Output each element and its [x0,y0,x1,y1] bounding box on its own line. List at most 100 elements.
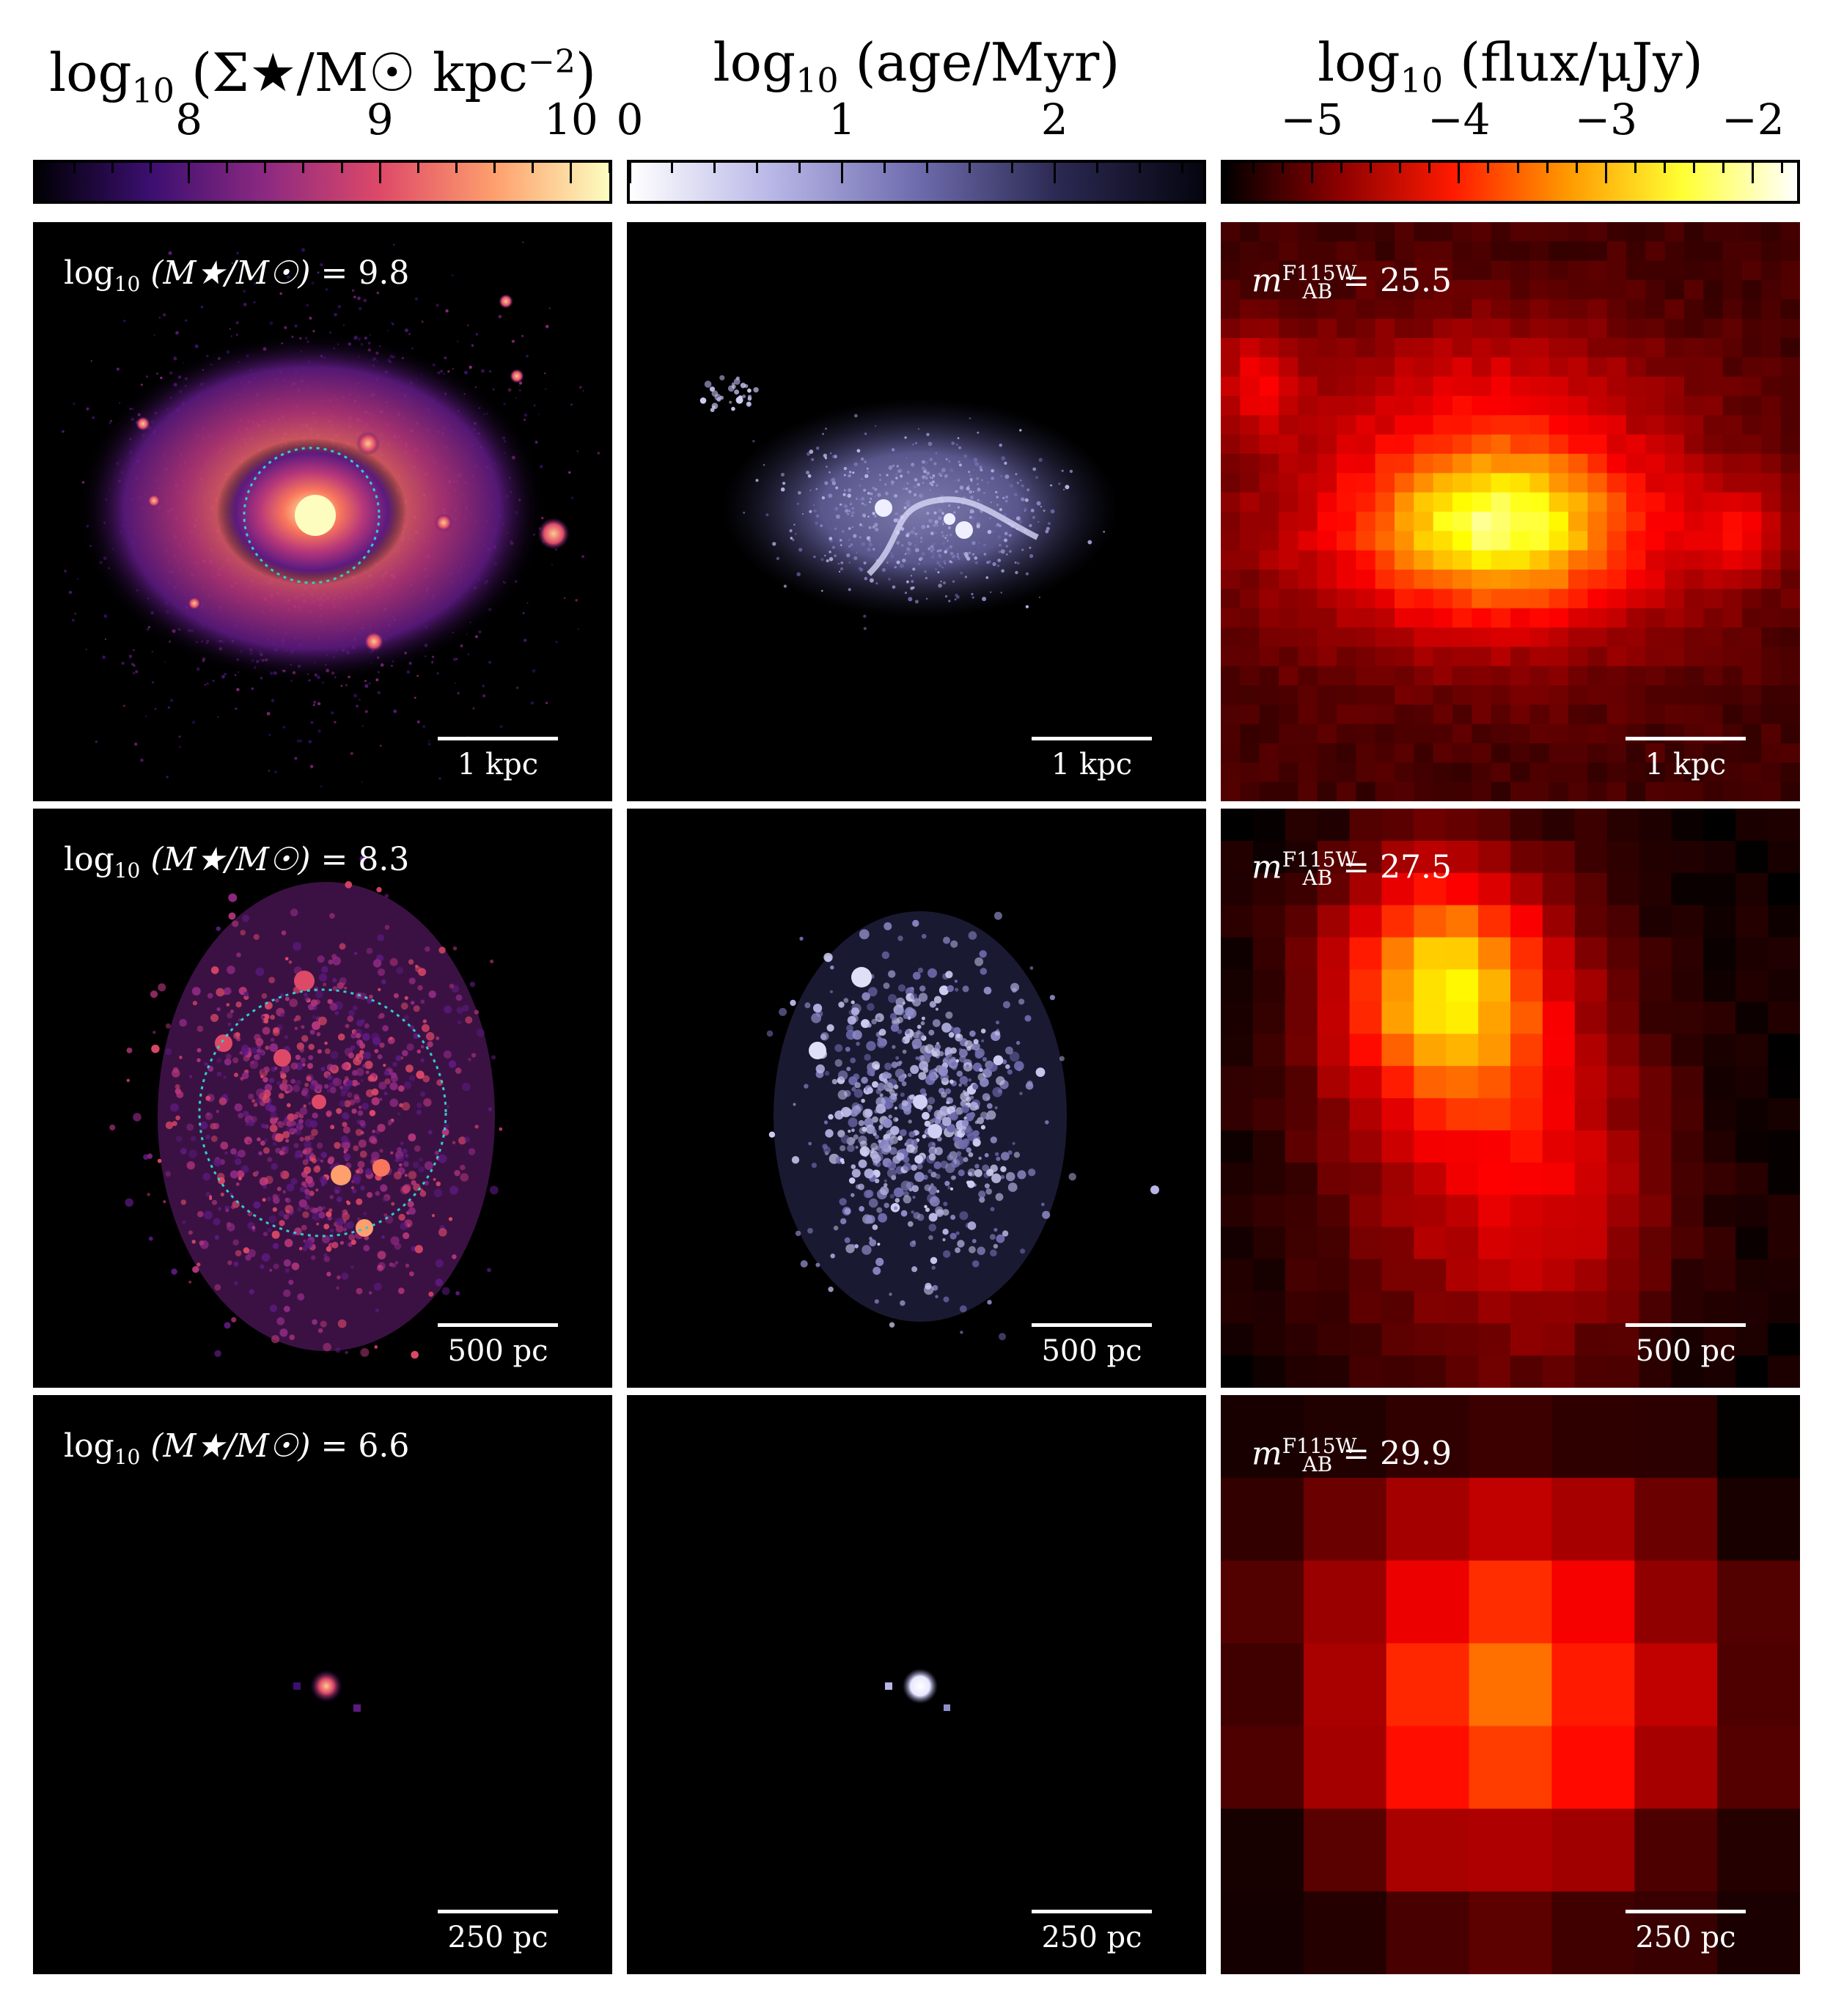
scale-bar-label-9: 250 pc [1635,1921,1736,1954]
scale-bar-label-5: 500 pc [1041,1334,1142,1368]
scale-bar-label-8: 250 pc [1041,1921,1142,1954]
colorbar-minor-tick [1180,163,1183,173]
panel-mass-density-row1: log10 (M★/M☉) = 9.8 1 kpc [33,222,612,801]
colorbar-major-tick [570,163,573,183]
colorbar-minor-tick [1370,163,1372,173]
colorbar-flux [1221,160,1800,204]
mass-density-image-3 [293,1670,361,1712]
colorbar-minor-tick [1095,163,1098,173]
stellar-mass-label-3: log10 (M★/M☉) = 6.6 [64,1427,410,1469]
colorbar-major-tick [1458,163,1461,183]
scale-bar-8 [1032,1910,1152,1913]
magnitude-label-2: mF115WAB = 27.5 [1252,847,1452,891]
colorbar-minor-tick [264,163,267,173]
colorbar-title-age: log10 (age/Myr) [713,32,1120,100]
colorbar-tick-label: −5 [1280,95,1344,144]
colorbar-tick-label: −4 [1428,95,1491,144]
mass-density-image-2 [109,856,503,1359]
colorbar-major-tick [1752,163,1755,183]
colorbar-minor-tick [1664,163,1667,173]
mass-density-image-1 [62,241,600,788]
colorbar-major-tick [841,163,844,183]
flux-image-3 [1221,1395,1800,1974]
age-image-3 [885,1669,950,1711]
colorbar-tick-label: 10 [543,95,598,144]
magnitude-label-1: mF115WAB = 25.5 [1252,261,1452,304]
scale-bar-label-1: 1 kpc [457,748,539,781]
colorbar-tick-label: 0 [616,95,644,144]
colorbar-major-tick [628,163,631,183]
colorbar-minor-tick [493,163,496,173]
scale-bar-label-3: 1 kpc [1645,748,1727,781]
age-image-1 [699,375,1118,630]
colorbar-minor-tick [455,163,458,173]
colorbar-minor-tick [1428,163,1431,173]
colorbar-tick-label: 1 [829,95,856,144]
panel-flux-row3: mF115WAB = 29.9 250 pc [1221,1395,1800,1974]
scale-bar-5 [1032,1323,1152,1327]
panel-age-row1: 1 kpc [627,222,1206,801]
colorbar-minor-tick [532,163,535,173]
scale-bar-label-4: 500 pc [447,1334,548,1368]
colorbar-tick-label: 8 [175,95,202,144]
colorbar-minor-tick [1222,163,1225,173]
panel-mass-density-row3: log10 (M★/M☉) = 6.6 250 pc [33,1395,612,1974]
colorbar-minor-tick [1399,163,1402,173]
panel-mass-density-row2: log10 (M★/M☉) = 8.3 500 pc [33,809,612,1388]
colorbar-minor-tick [1781,163,1784,173]
panel-age-row2: 500 pc [627,809,1206,1388]
scale-bar-6 [1626,1323,1746,1327]
age-image-2 [766,911,1159,1341]
stellar-mass-label-1: log10 (M★/M☉) = 9.8 [64,254,410,296]
scale-bar-2 [1032,737,1152,740]
colorbar-minor-tick [149,163,152,173]
colorbar-minor-tick [671,163,674,173]
colorbar-minor-tick [34,163,37,173]
colorbar-minor-tick [340,163,343,173]
colorbar-tick-label: −3 [1574,95,1638,144]
colorbar-minor-tick [884,163,886,173]
colorbar-major-tick [1053,163,1056,183]
scale-bar-label-2: 1 kpc [1051,748,1133,781]
colorbar-minor-tick [1138,163,1141,173]
scale-bar-7 [438,1910,558,1913]
colorbar-title-surface-density: log10 (Σ★/M☉ kpc−2) [49,42,596,111]
stellar-mass-label-2: log10 (M★/M☉) = 8.3 [64,841,410,883]
scale-bar-1 [438,737,558,740]
scale-bar-3 [1626,737,1746,740]
colorbar-age [627,160,1206,204]
colorbar-tick-label: −2 [1722,95,1785,144]
colorbar-minor-tick [1546,163,1549,173]
panel-flux-row2: mF115WAB = 27.5 500 pc [1221,809,1800,1388]
colorbar-tick-label: 2 [1040,95,1068,144]
colorbar-major-tick [1310,163,1313,183]
colorbar-surface-density [33,160,612,204]
scale-bar-label-6: 500 pc [1635,1334,1736,1368]
colorbar-minor-tick [1487,163,1490,173]
colorbar-minor-tick [608,163,611,173]
colorbar-minor-tick [756,163,759,173]
colorbar-tick-label: 9 [366,95,394,144]
colorbar-major-tick [188,163,191,183]
colorbar-minor-tick [1575,163,1578,173]
colorbar-minor-tick [925,163,928,173]
scale-bar-label-7: 250 pc [447,1921,548,1954]
colorbar-minor-tick [73,163,76,173]
colorbar-minor-tick [1693,163,1696,173]
aperture-circle-2 [198,988,447,1237]
colorbar-minor-tick [226,163,229,173]
colorbar-major-tick [378,163,381,183]
colorbar-minor-tick [1340,163,1342,173]
panel-age-row3: 250 pc [627,1395,1206,1974]
colorbar-minor-tick [1722,163,1725,173]
aperture-circle [243,446,381,584]
colorbar-minor-tick [302,163,305,173]
flux-image-1 [1221,222,1800,801]
scale-bar-9 [1626,1910,1746,1913]
colorbar-minor-tick [798,163,801,173]
colorbar-minor-tick [111,163,114,173]
colorbar-title-flux: log10 (flux/μJy) [1318,32,1703,100]
colorbar-minor-tick [1634,163,1637,173]
flux-image-2 [1221,809,1800,1388]
scale-bar-4 [438,1323,558,1327]
